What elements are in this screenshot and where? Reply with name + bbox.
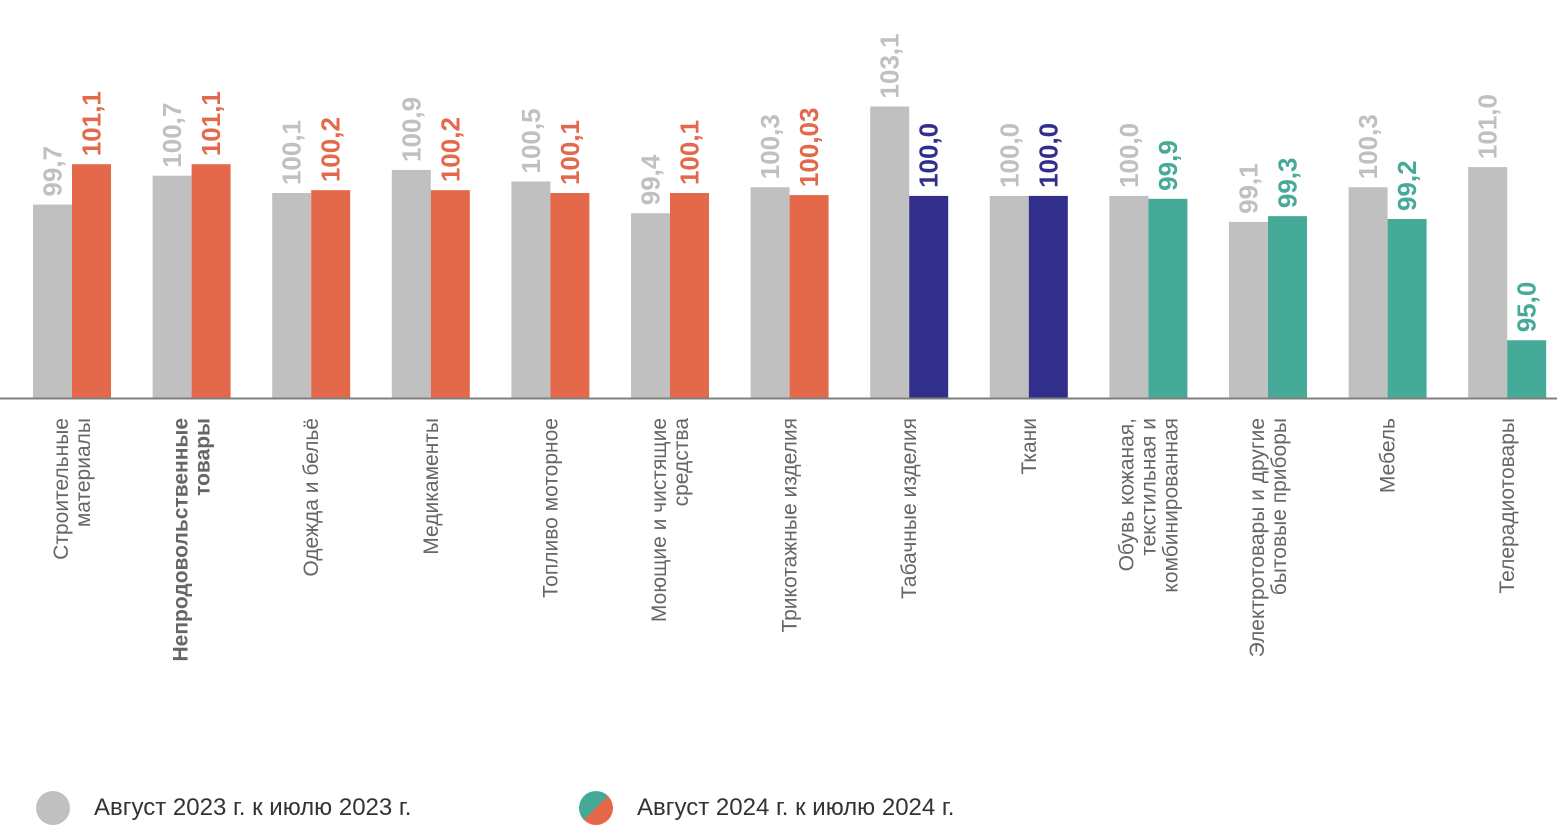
category-label-5: Моющие и чистящиесредства (648, 418, 693, 622)
category-label-11: Мебель (1377, 418, 1400, 493)
bar-2024-1 (191, 164, 231, 398)
bar-2024-4 (550, 193, 590, 398)
value-label-2023-9: 100,0 (1114, 123, 1144, 188)
value-label-2024-6: 100,03 (794, 108, 824, 188)
value-label-2023-8: 100,0 (994, 123, 1024, 188)
bar-2024-11 (1387, 219, 1427, 398)
bar-chart: 99,7 101,1 Строительныематериалы 100,7 101,1… (0, 33, 1557, 662)
legend-swatch-split-icon (579, 791, 613, 825)
category-label-4: Топливо моторное (539, 418, 562, 598)
value-label-2023-12: 101,0 (1473, 94, 1503, 159)
category-label-9: Обувь кожаная,текстильная икомбинированн… (1115, 418, 1182, 593)
value-label-2023-6: 100,3 (755, 114, 785, 179)
value-label-2024-10: 99,3 (1273, 158, 1303, 209)
bar-2023-6 (750, 187, 790, 398)
legend-label-2024: Август 2024 г. к июлю 2024 г. (637, 794, 955, 821)
bar-2024-0 (72, 164, 111, 398)
bar-2024-10 (1268, 216, 1307, 398)
category-label-7: Табачные изделия (898, 418, 921, 599)
bar-2023-12 (1468, 167, 1508, 398)
bar-2024-6 (789, 195, 829, 398)
bar-2024-2 (311, 190, 351, 398)
value-label-2024-2: 100,2 (316, 117, 346, 182)
bar-2024-8 (1028, 195, 1068, 398)
value-label-2023-0: 99,7 (38, 146, 68, 197)
category-label-3: Медикаменты (420, 418, 443, 555)
value-label-2024-12: 95,0 (1512, 282, 1542, 333)
legend-swatch-gray-icon (36, 791, 70, 825)
value-label-2024-8: 100,0 (1033, 123, 1063, 188)
bar-2023-4 (511, 181, 551, 398)
value-label-2024-1: 101,1 (196, 91, 226, 156)
category-label-8: Ткани (1018, 418, 1041, 475)
value-label-2023-4: 100,5 (516, 108, 546, 173)
bar-2023-0 (33, 204, 72, 398)
bar-2023-11 (1348, 187, 1388, 398)
bar-2023-8 (989, 195, 1029, 398)
value-label-2024-4: 100,1 (555, 120, 585, 185)
category-label-1: Непродовольственныетовары (170, 418, 215, 662)
category-label-12: Телерадиотовары (1496, 418, 1519, 594)
value-label-2023-11: 100,3 (1353, 114, 1383, 179)
category-label-0: Строительныематериалы (50, 418, 95, 560)
bar-2023-7 (870, 106, 910, 398)
bar-2023-2 (272, 193, 312, 398)
legend-item-2024: Август 2024 г. к июлю 2024 г. (579, 790, 954, 826)
value-label-2023-2: 100,1 (277, 120, 307, 185)
value-label-2024-9: 99,9 (1153, 140, 1183, 191)
value-label-2023-7: 103,1 (875, 33, 905, 98)
value-label-2024-0: 101,1 (77, 91, 107, 156)
value-label-2023-10: 99,1 (1234, 163, 1264, 214)
bar-2024-12 (1507, 340, 1547, 398)
bar-2023-3 (391, 169, 431, 398)
bar-2023-1 (152, 175, 192, 398)
bar-2023-9 (1109, 195, 1149, 398)
value-label-2024-7: 100,0 (914, 123, 944, 188)
legend-item-2023: Август 2023 г. к июлю 2023 г. (36, 790, 411, 826)
category-label-2: Одежда и бельё (300, 418, 323, 577)
value-label-2024-3: 100,2 (435, 117, 465, 182)
bar-2023-10 (1229, 221, 1268, 398)
value-label-2023-5: 99,4 (636, 154, 666, 205)
category-label-6: Трикотажные изделия (779, 418, 802, 633)
bar-2024-5 (670, 193, 709, 398)
bar-2024-3 (430, 190, 470, 398)
bar-2024-7 (909, 195, 949, 398)
bar-2024-9 (1148, 198, 1188, 398)
legend-label-2023: Август 2023 г. к июлю 2023 г. (94, 794, 412, 821)
bar-2023-5 (631, 213, 670, 398)
value-label-2023-3: 100,9 (396, 97, 426, 162)
value-label-2024-11: 99,2 (1392, 160, 1422, 211)
category-label-10: Электротовары и другиебытовые приборы (1246, 418, 1291, 657)
value-label-2024-5: 100,1 (675, 120, 705, 185)
value-label-2023-1: 100,7 (157, 103, 187, 168)
